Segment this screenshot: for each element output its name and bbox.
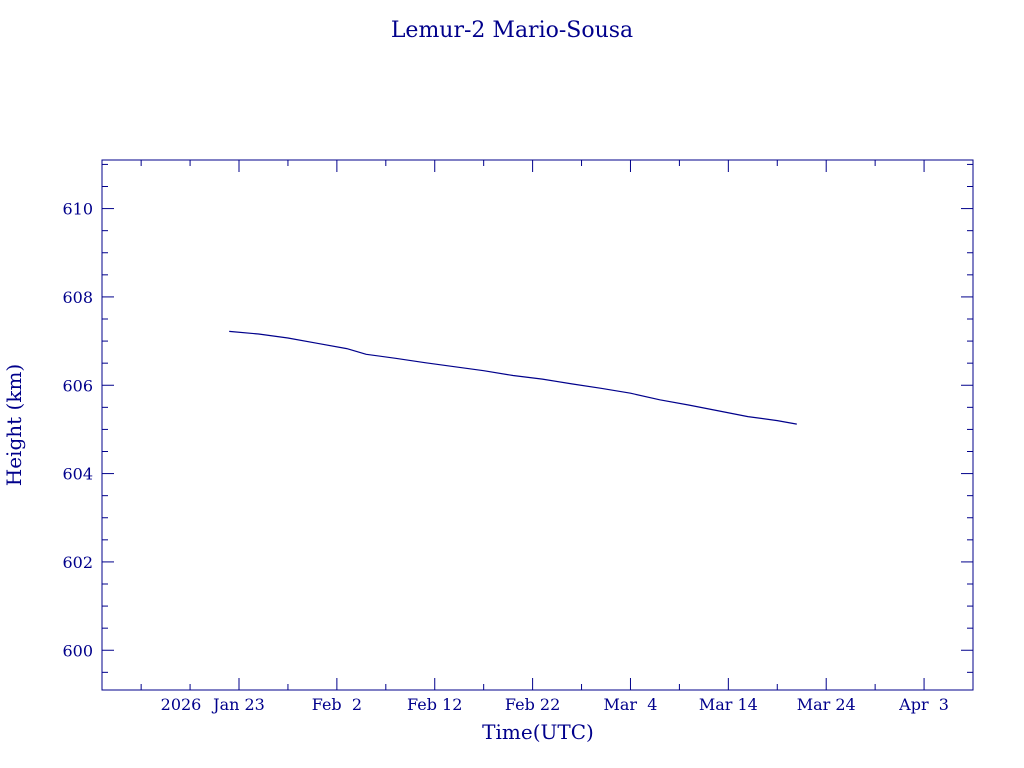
chart-title: Lemur-2 Mario-Sousa [391, 18, 633, 43]
y-tick-label: 610 [62, 200, 93, 219]
y-tick-label: 602 [62, 553, 93, 572]
series-line-0 [229, 330, 797, 425]
x-axis-label: Time(UTC) [482, 720, 594, 744]
x-axis: Jan 23 2026 Feb 2 Feb 12 Feb 22 Mar 4 Mar 14 Ma… [140, 160, 974, 714]
x-tick-label: Feb 12 [407, 695, 462, 714]
y-axis-label: Height (km) [2, 364, 26, 486]
x-tick-label: Mar 14 [699, 695, 758, 714]
x-tick-label: Mar 24 [797, 695, 856, 714]
x-tick-label: Jan 23 [211, 695, 265, 714]
plot-frame [101, 159, 974, 691]
x-tick-label: Feb 2 [312, 695, 362, 714]
x-tick-year-label: 2026 [161, 695, 202, 714]
y-tick-label: 606 [62, 376, 93, 395]
x-tick-label: Mar 4 [604, 695, 658, 714]
x-tick-label: Feb 22 [505, 695, 560, 714]
x-tick-label: Apr 3 [898, 695, 949, 714]
y-axis: 600 602 604 606 608 610 [62, 163, 973, 673]
y-tick-label: 608 [62, 288, 93, 307]
y-tick-label: 600 [62, 641, 93, 660]
y-tick-label: 604 [62, 465, 93, 484]
series-layer [229, 330, 797, 425]
